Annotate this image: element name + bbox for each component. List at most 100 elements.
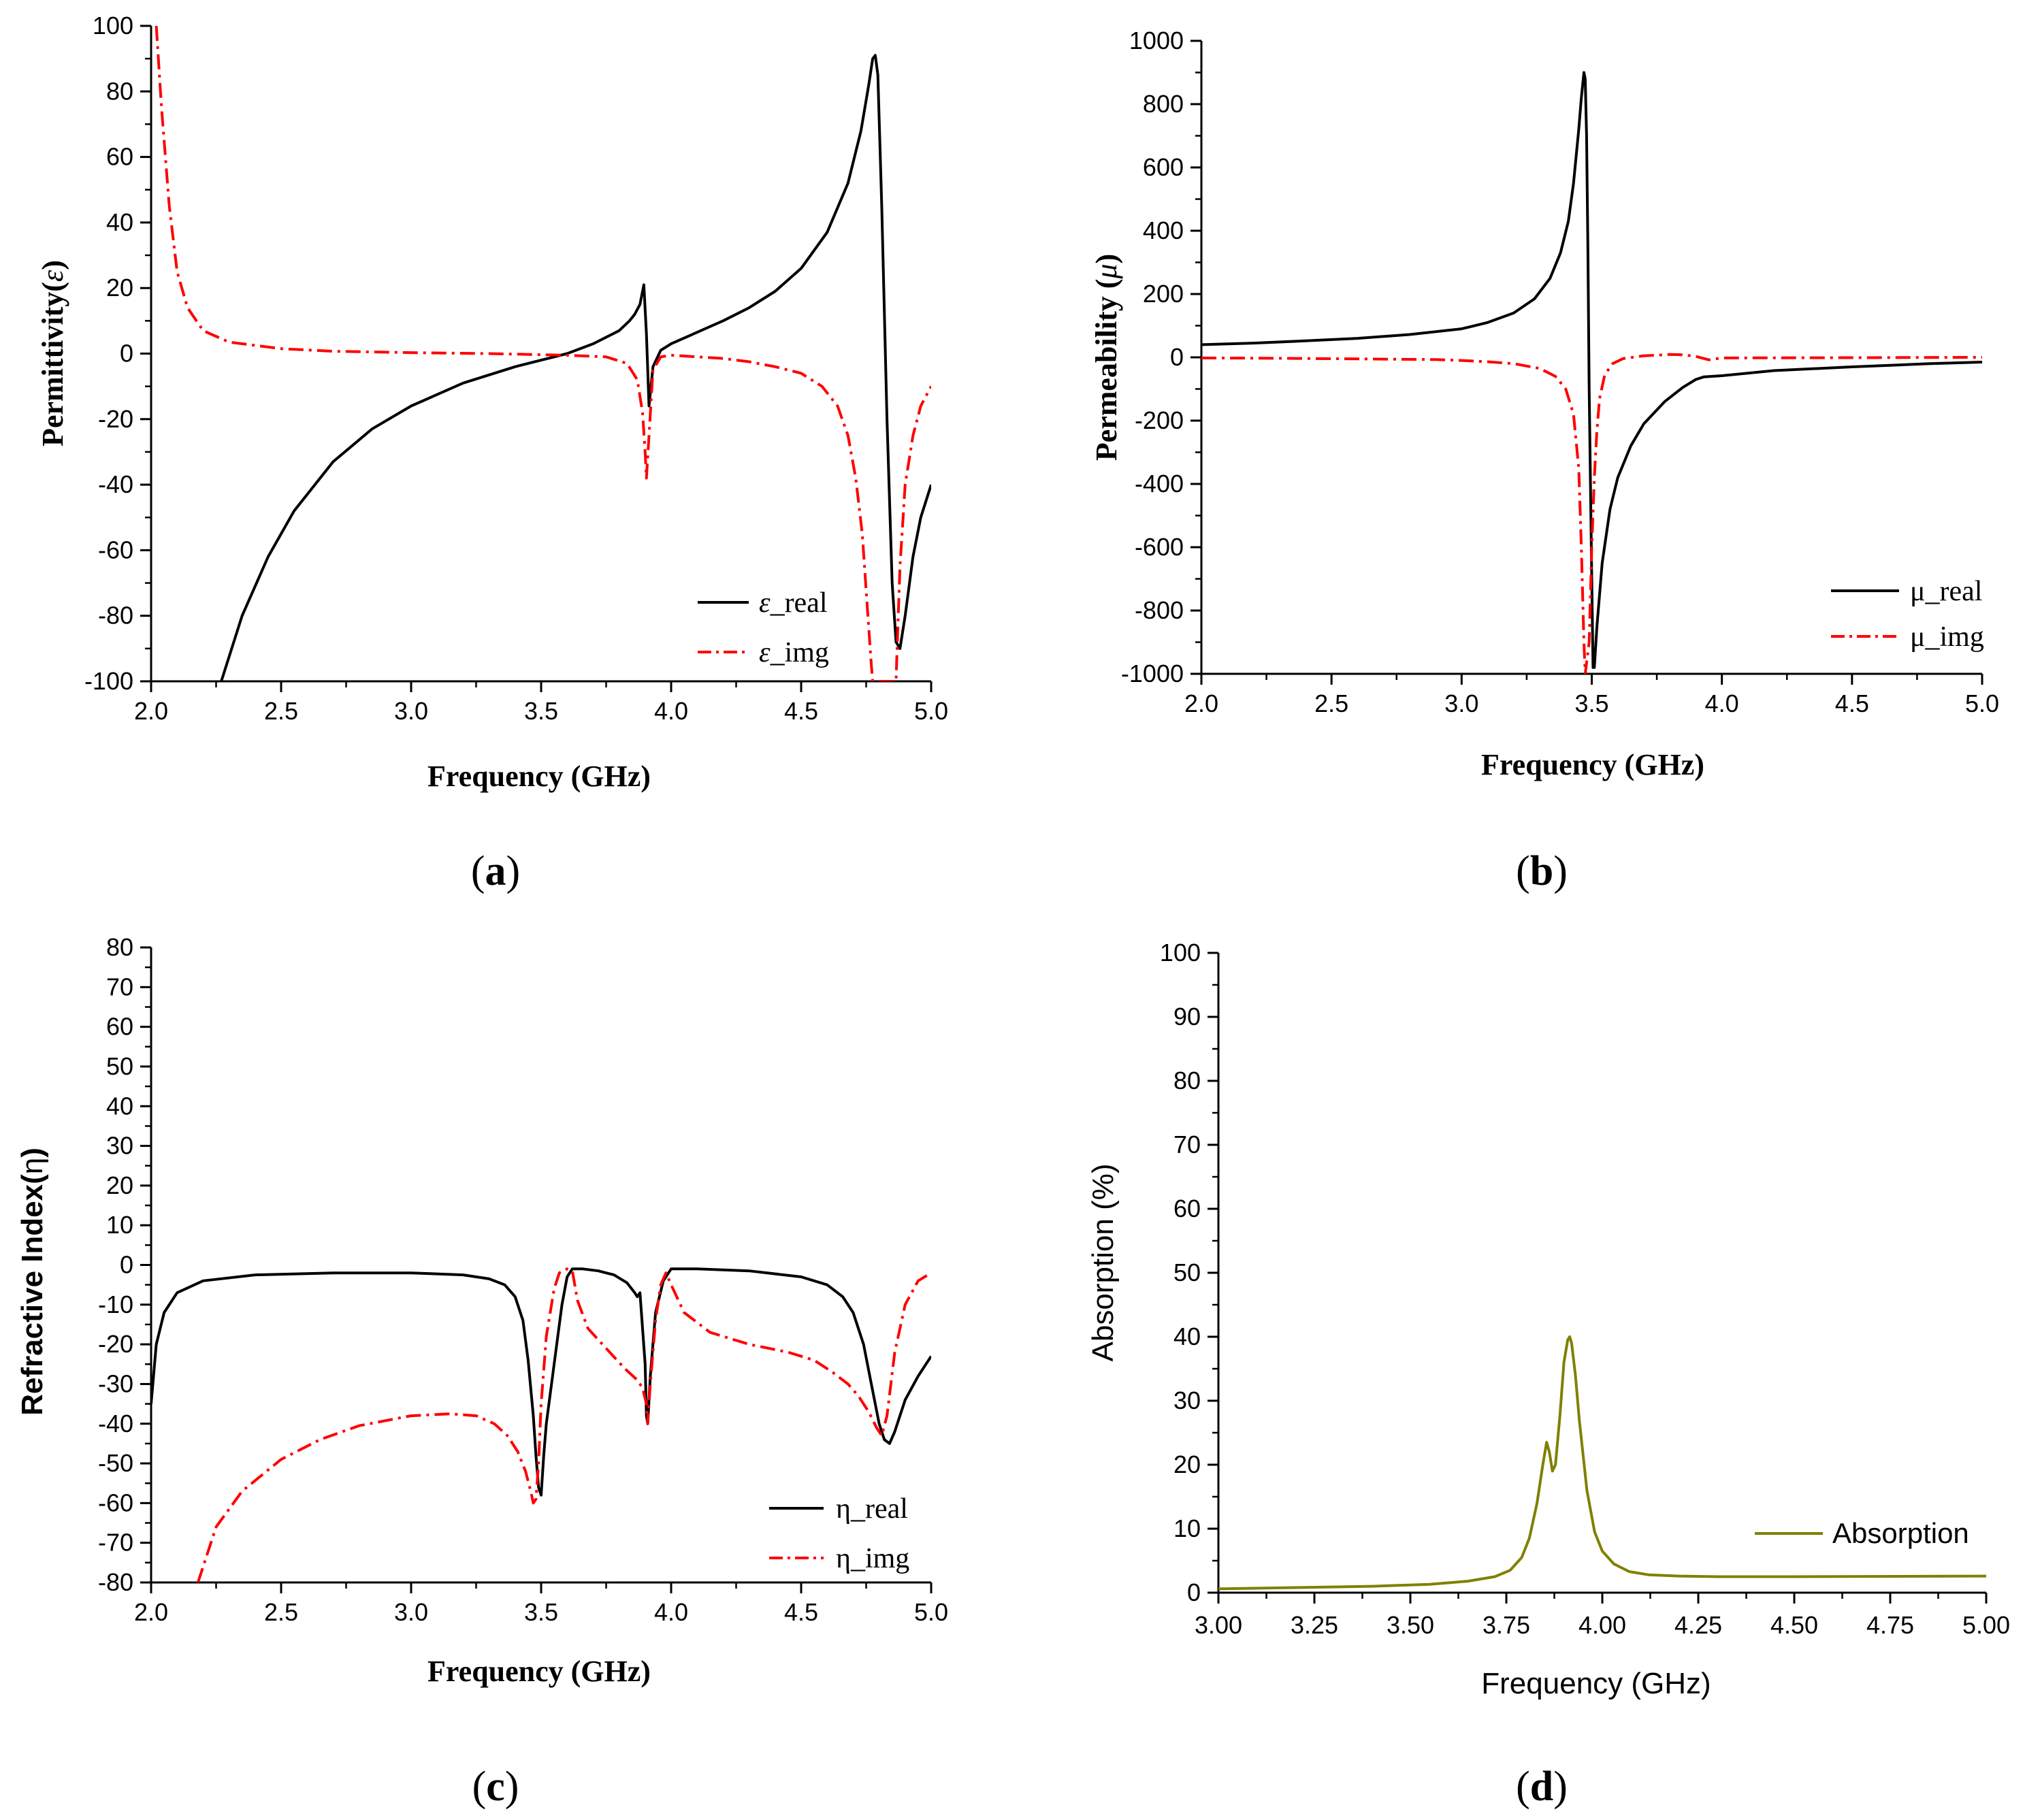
caption-c-letter: c bbox=[486, 1764, 505, 1810]
caption-c-close: ) bbox=[505, 1764, 519, 1810]
plot-b-marks bbox=[1201, 71, 1982, 674]
x-tick-label-d: 3.00 bbox=[1195, 1611, 1242, 1639]
caption-a-open: ( bbox=[471, 848, 485, 894]
legend-a-label-img: ε_img bbox=[759, 637, 829, 668]
y-axis-title-c-text: Refractive Index( bbox=[16, 1174, 49, 1416]
panel-a: 2.0 2.5 3.0 3.5 4.0 4.5 5.0 -100 -80 -60 -40 -20 0 20… bbox=[36, 12, 948, 894]
legend-a: ε_real ε_img bbox=[698, 587, 829, 668]
legend-b-label-img: μ_img bbox=[1910, 621, 1984, 653]
caption-a-letter: a bbox=[485, 848, 506, 894]
plot-a-marks bbox=[155, 26, 931, 681]
x-axis-title-c: Frequency (GHz) bbox=[427, 1655, 651, 1688]
y-tick-label-c: -10 bbox=[98, 1290, 133, 1318]
x-tick-label-a: 5.0 bbox=[914, 697, 948, 725]
y-tick-label-d: 0 bbox=[1187, 1578, 1201, 1606]
y-axis-title-c: Refractive Index(η) bbox=[16, 1148, 49, 1416]
series-line-b-0 bbox=[1201, 71, 1982, 669]
y-tick-label-a: -20 bbox=[98, 405, 133, 433]
y-axis-title-c-close: ) bbox=[16, 1148, 49, 1158]
x-tick-label-c: 3.5 bbox=[524, 1598, 558, 1626]
x-tick-label-d: 3.25 bbox=[1291, 1611, 1338, 1639]
x-tick-label-a: 2.0 bbox=[134, 697, 168, 725]
panel-c: 2.0 2.5 3.0 3.5 4.0 4.5 5.0 -80 -70 -60 -50 -40 -30 -… bbox=[16, 933, 948, 1810]
y-tick-label-c: -20 bbox=[98, 1330, 133, 1358]
panel-b: 2.0 2.5 3.0 3.5 4.0 4.5 5.0 -1000 -800 -600 -400 -2… bbox=[1090, 27, 1999, 894]
x-tick-label-b: 2.5 bbox=[1314, 689, 1348, 717]
y-tick-label-a: 0 bbox=[120, 340, 133, 368]
y-axis-title-b-symbol: μ bbox=[1090, 263, 1123, 279]
x-tick-label-b: 5.0 bbox=[1965, 689, 1999, 717]
caption-b-close: ) bbox=[1553, 848, 1568, 894]
y-tick-label-a: -100 bbox=[84, 667, 133, 695]
y-tick-label-d: 20 bbox=[1173, 1450, 1201, 1478]
series-line-a-1 bbox=[155, 26, 931, 681]
y-tick-label-d: 70 bbox=[1173, 1131, 1201, 1158]
legend-b: μ_real μ_img bbox=[1831, 576, 1984, 653]
y-tick-label-c: 70 bbox=[106, 973, 133, 1001]
y-tick-label-b: 1000 bbox=[1129, 27, 1184, 54]
y-tick-label-a: 60 bbox=[106, 143, 133, 171]
caption-b-open: ( bbox=[1516, 848, 1530, 894]
x-tick-label-a: 2.5 bbox=[264, 697, 298, 725]
y-tick-label-d: 10 bbox=[1173, 1514, 1201, 1542]
y-axis-title-a-symbol: ε bbox=[36, 270, 69, 282]
x-axis-title-d: Frequency (GHz) bbox=[1481, 1667, 1711, 1700]
y-tick-label-b: -1000 bbox=[1121, 660, 1184, 687]
plot-d-marks bbox=[1218, 1335, 1986, 1591]
y-axis-title-b: Permeability (μ) bbox=[1090, 254, 1123, 461]
x-tick-label-b: 3.5 bbox=[1574, 689, 1608, 717]
x-tick-label-c: 3.0 bbox=[394, 1598, 428, 1626]
y-tick-label-c: 60 bbox=[106, 1013, 133, 1041]
y-tick-label-b: -400 bbox=[1135, 470, 1184, 498]
y-tick-label-d: 80 bbox=[1173, 1067, 1201, 1094]
x-tick-label-b: 4.5 bbox=[1835, 689, 1869, 717]
x-tick-label-d: 4.50 bbox=[1770, 1611, 1818, 1639]
plot-d-area: 3.00 3.25 3.50 3.75 4.00 4.25 4.50 4.75 5.00 0 10 2… bbox=[1160, 939, 2010, 1639]
y-tick-label-a: -60 bbox=[98, 536, 133, 564]
x-tick-label-c: 2.0 bbox=[134, 1598, 168, 1626]
legend-c: η_real η_img bbox=[769, 1493, 909, 1574]
y-tick-label-d: 100 bbox=[1160, 939, 1201, 966]
x-tick-label-b: 2.0 bbox=[1184, 689, 1218, 717]
caption-d-close: ) bbox=[1553, 1764, 1568, 1810]
y-tick-label-b: -800 bbox=[1135, 596, 1184, 624]
y-axis-title-c-symbol: η bbox=[16, 1158, 49, 1174]
plot-b-area: 2.0 2.5 3.0 3.5 4.0 4.5 5.0 -1000 -800 -600 -400 -2… bbox=[1121, 27, 1999, 717]
x-tick-label-c: 5.0 bbox=[914, 1598, 948, 1626]
series-line-d-0 bbox=[1218, 1335, 1986, 1591]
x-axis-title-b: Frequency (GHz) bbox=[1481, 748, 1704, 781]
x-tick-label-b: 3.0 bbox=[1444, 689, 1478, 717]
series-line-c-1 bbox=[196, 1267, 931, 1582]
y-tick-label-c: -40 bbox=[98, 1410, 133, 1437]
plot-c-marks bbox=[151, 1267, 931, 1582]
caption-c-open: ( bbox=[472, 1764, 487, 1810]
caption-a: (a) bbox=[471, 848, 520, 894]
y-tick-label-b: 800 bbox=[1143, 90, 1184, 118]
legend-a-label-img-text: _img bbox=[770, 637, 829, 668]
x-axis-title-a: Frequency (GHz) bbox=[427, 760, 651, 793]
x-tick-label-a: 3.0 bbox=[394, 697, 428, 725]
plot-a-area: 2.0 2.5 3.0 3.5 4.0 4.5 5.0 -100 -80 -60 -40 -20 0 20… bbox=[84, 12, 948, 725]
y-tick-label-c: -30 bbox=[98, 1369, 133, 1397]
y-tick-label-a: 100 bbox=[93, 12, 133, 39]
x-tick-label-a: 4.5 bbox=[784, 697, 818, 725]
legend-d: Absorption bbox=[1755, 1517, 1969, 1549]
y-tick-label-b: -200 bbox=[1135, 406, 1184, 434]
legend-a-label-real-symbol: ε bbox=[759, 587, 771, 619]
y-tick-label-d: 40 bbox=[1173, 1322, 1201, 1350]
x-tick-label-c: 2.5 bbox=[264, 1598, 298, 1626]
y-tick-label-b: 400 bbox=[1143, 216, 1184, 244]
y-tick-label-a: -40 bbox=[98, 470, 133, 498]
y-tick-label-a: 40 bbox=[106, 208, 133, 236]
legend-d-label: Absorption bbox=[1832, 1517, 1969, 1549]
series-line-b-1 bbox=[1201, 353, 1982, 674]
y-tick-label-a: 80 bbox=[106, 77, 133, 105]
series-line-c-0 bbox=[151, 1267, 931, 1497]
x-tick-label-d: 4.25 bbox=[1674, 1611, 1722, 1639]
y-axis-title-a-text: Permittivity( bbox=[36, 282, 69, 446]
y-tick-label-c: 30 bbox=[106, 1132, 133, 1160]
x-tick-label-d: 3.75 bbox=[1483, 1611, 1530, 1639]
x-tick-label-b: 4.0 bbox=[1705, 689, 1739, 717]
caption-d-letter: d bbox=[1530, 1764, 1553, 1810]
